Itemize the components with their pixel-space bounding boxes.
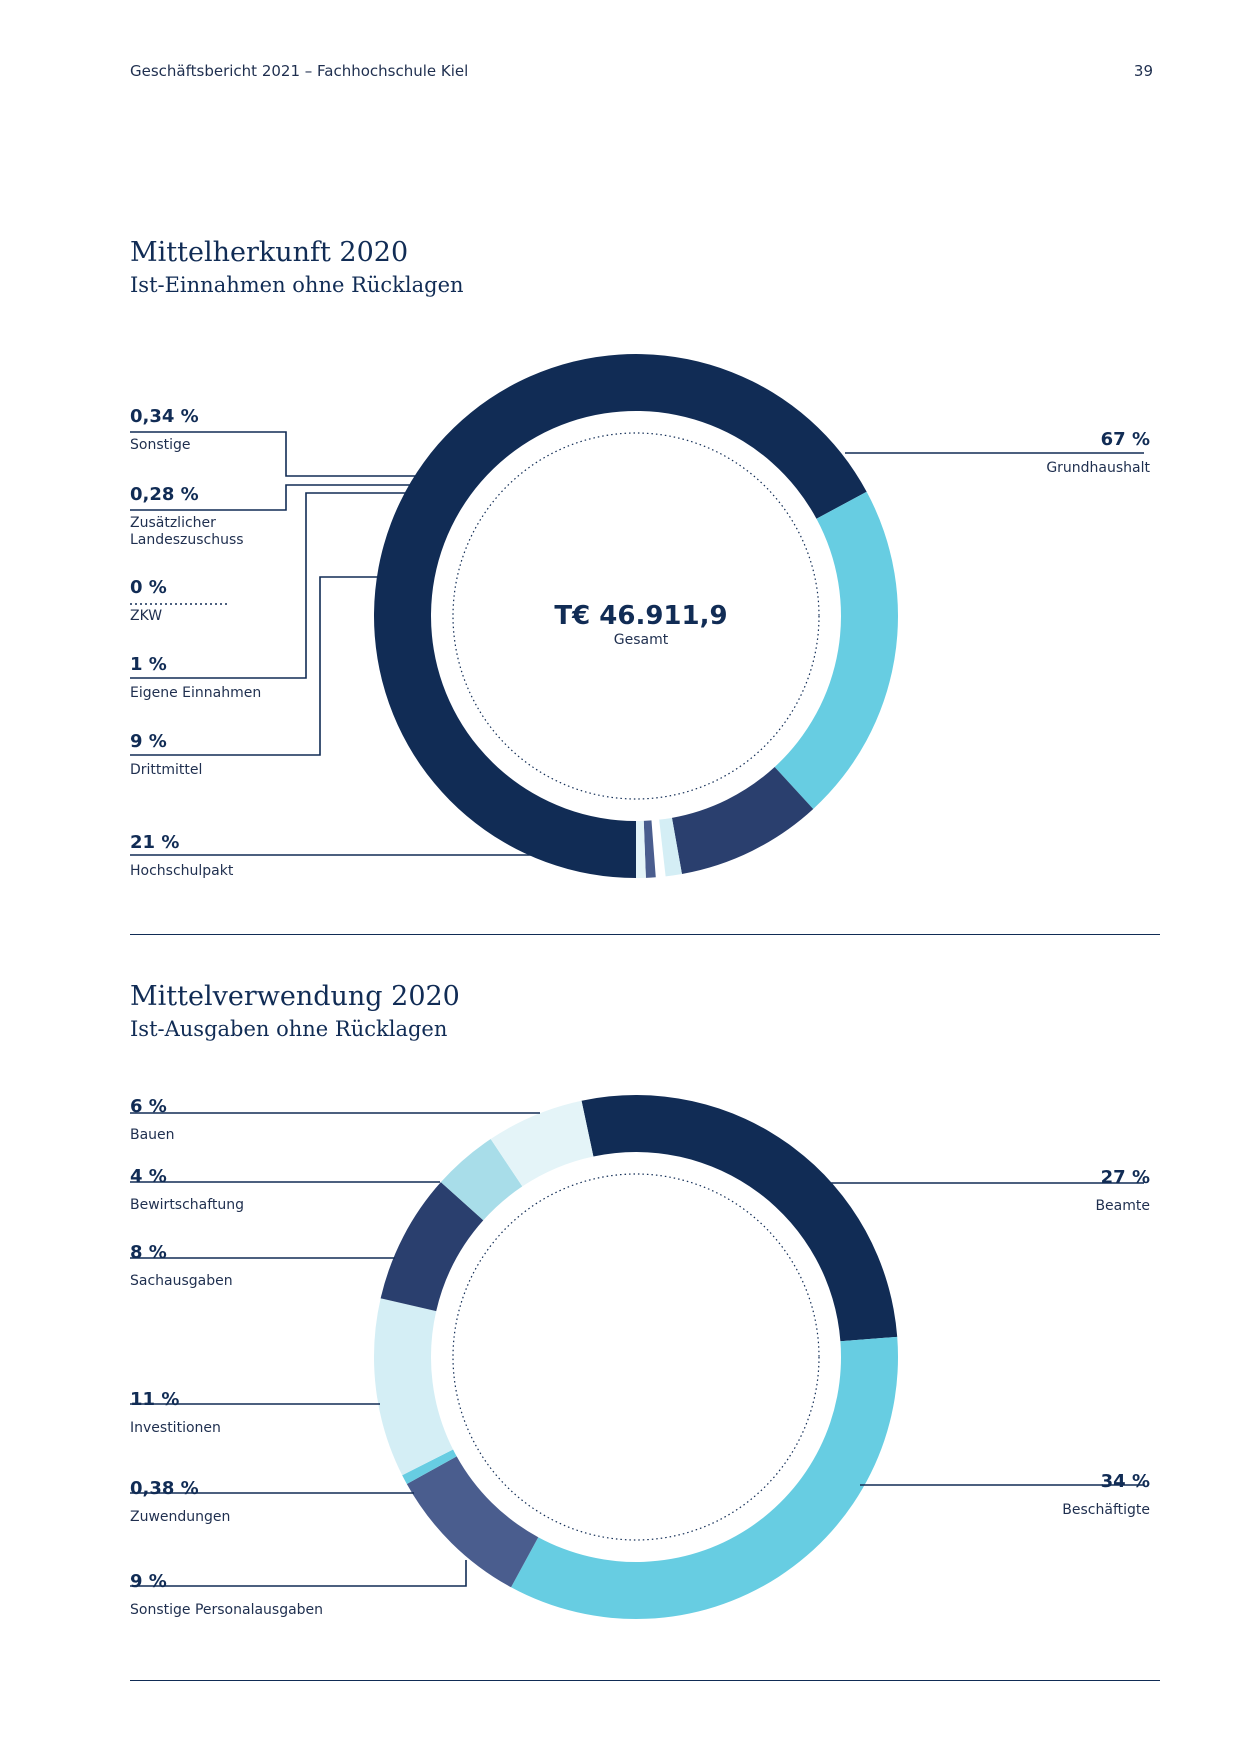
name-beamte: Beamte (1095, 1198, 1150, 1214)
value-zkw: 0 % (130, 577, 167, 598)
chart2-title: Mittelverwendung 2020 (130, 981, 460, 1012)
label-drittmittel: 9 % Drittmittel (130, 730, 430, 779)
value-beschaeftigte: 34 % (1100, 1471, 1150, 1492)
name-zkw: ZKW (130, 608, 163, 624)
slice-drittmittel (671, 766, 814, 874)
value-beamte: 27 % (1100, 1167, 1150, 1188)
donut-chart-mittelherkunft (374, 353, 898, 878)
section-title-mittelherkunft: Mittelherkunft 2020 Ist-Einnahmen ohne R… (130, 236, 464, 300)
name-hochschulpakt: Hochschulpakt (130, 863, 234, 879)
label-bauen: 6 % Bauen (130, 1095, 430, 1144)
section-title-mittelverwendung: Mittelverwendung 2020 Ist-Ausgaben ohne … (130, 980, 460, 1044)
label-eigene-einnahmen: 1 % Eigene Einnahmen (130, 653, 430, 702)
slice-bewirtschaftung (440, 1138, 523, 1221)
label-zuwendungen: 0,38 % Zuwendungen (130, 1477, 430, 1526)
divider-2 (130, 1680, 1160, 1681)
inner-dotted-ring (452, 1173, 820, 1541)
label-sonstige: 0,34 % Sonstige (130, 405, 430, 454)
leader-zusaetzlicher-landeszuschuss (130, 484, 410, 511)
divider-1 (130, 934, 1160, 935)
value-drittmittel: 9 % (130, 731, 167, 752)
value-eigene-einnahmen: 1 % (130, 654, 167, 675)
label-grundhaushalt: 67 % Grundhaushalt (850, 428, 1150, 477)
slice-sonstige-personalausgaben (406, 1456, 539, 1588)
total-value: T€ 46.911,9 (554, 601, 728, 631)
value-zusaetzlicher-landeszuschuss: 0,28 % (130, 484, 199, 505)
chart1-subtitle: Ist-Einnahmen ohne Rücklagen (130, 273, 464, 297)
label-zkw: 0 % ZKW (130, 576, 430, 625)
name-grundhaushalt: Grundhaushalt (1046, 460, 1150, 476)
slice-sachausgaben (380, 1182, 484, 1312)
value-bewirtschaftung: 4 % (130, 1166, 167, 1187)
total-label: Gesamt (613, 632, 669, 648)
name-zusaetzlicher-landeszuschuss: Zusätzlicher Landeszuschuss (130, 515, 244, 548)
chart2-subtitle: Ist-Ausgaben ohne Rücklagen (130, 1017, 448, 1041)
leader-sonstige-personalausgaben (130, 1560, 467, 1587)
page-number: 39 (1133, 62, 1153, 80)
name-bauen: Bauen (130, 1127, 175, 1143)
label-zusaetzlicher-landeszuschuss: 0,28 % Zusätzlicher Landeszuschuss (130, 483, 430, 549)
slice-investitionen (374, 1298, 454, 1476)
leader-lines-mittelverwendung (130, 1112, 1144, 1587)
leader-sonstige (130, 431, 418, 477)
name-sonstige: Sonstige (130, 437, 191, 453)
leader-lines-mittelherkunft (130, 431, 1144, 856)
label-hochschulpakt: 21 % Hochschulpakt (130, 831, 430, 880)
label-bewirtschaftung: 4 % Bewirtschaftung (130, 1165, 430, 1214)
label-beschaeftigte: 34 % Beschäftigte (850, 1470, 1150, 1519)
name-sonstige-personalausgaben: Sonstige Personalausgaben (130, 1602, 324, 1618)
inner-dotted-ring (452, 432, 820, 800)
name-beschaeftigte: Beschäftigte (1062, 1502, 1150, 1518)
value-grundhaushalt: 67 % (1100, 429, 1150, 450)
slice-sonstige (636, 820, 646, 878)
value-hochschulpakt: 21 % (130, 832, 180, 853)
slice-zuwendungen (402, 1449, 457, 1484)
name-drittmittel: Drittmittel (130, 762, 203, 778)
label-sonstige-personalausgaben: 9 % Sonstige Personalausgaben (130, 1570, 430, 1619)
value-sachausgaben: 8 % (130, 1242, 167, 1263)
name-bewirtschaftung: Bewirtschaftung (130, 1197, 245, 1213)
slice-besch-ftigte (511, 1336, 898, 1619)
slice-eigene-einnahmen (659, 817, 682, 877)
donut-chart-mittelverwendung (374, 1095, 898, 1619)
page-header: Geschäftsbericht 2021 – Fachhochschule K… (130, 62, 1153, 86)
label-beamte: 27 % Beamte (850, 1166, 1150, 1215)
name-investitionen: Investitionen (130, 1420, 221, 1436)
leader-eigene-einnahmen (130, 492, 406, 679)
name-sachausgaben: Sachausgaben (130, 1273, 233, 1289)
name-eigene-einnahmen: Eigene Einnahmen (130, 685, 262, 701)
label-investitionen: 11 % Investitionen (130, 1388, 430, 1437)
label-sachausgaben: 8 % Sachausgaben (130, 1241, 430, 1290)
slice-zus-tzlicher-landeszuschuss (643, 820, 656, 878)
value-sonstige-personalausgaben: 9 % (130, 1571, 167, 1592)
value-sonstige: 0,34 % (130, 406, 199, 427)
name-zuwendungen: Zuwendungen (130, 1509, 231, 1525)
value-bauen: 6 % (130, 1096, 167, 1117)
value-zuwendungen: 0,38 % (130, 1478, 199, 1499)
report-title: Geschäftsbericht 2021 – Fachhochschule K… (130, 62, 469, 80)
donut-center-total: T€ 46.911,9 Gesamt (521, 600, 761, 648)
chart1-title: Mittelherkunft 2020 (130, 237, 409, 268)
slice-bauen (490, 1100, 594, 1187)
slice-hochschulpakt (774, 491, 898, 809)
value-investitionen: 11 % (130, 1389, 180, 1410)
leader-drittmittel (130, 576, 380, 756)
slice-beamte (581, 1095, 898, 1342)
